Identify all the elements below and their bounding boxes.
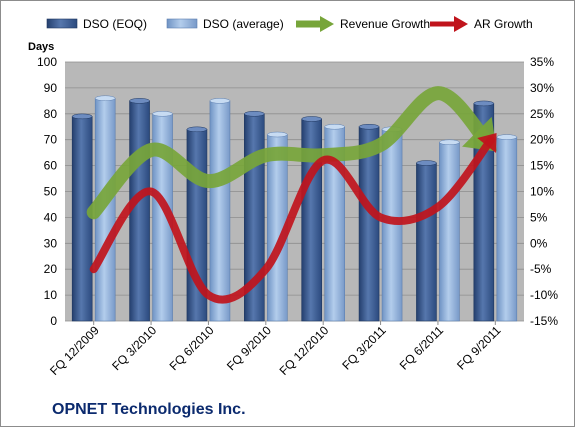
right-tick-label: 5% <box>530 210 548 224</box>
right-tick-label: 20% <box>530 133 554 147</box>
legend-swatch <box>46 18 78 29</box>
left-tick-label: 20 <box>44 262 58 276</box>
right-tick-label: 25% <box>530 107 554 121</box>
legend-ar-growth: AR Growth <box>430 16 533 32</box>
right-tick-label: 35% <box>530 55 554 69</box>
right-axis-ticks: -15% -10% -5% 0% 5% 10% 15% 20% 25% 30% 35% <box>530 55 558 328</box>
left-axis-ticks: 0 10 20 30 40 50 60 70 80 90 100 <box>37 55 57 328</box>
left-tick-label: 0 <box>50 314 57 328</box>
bar-top-dso-average <box>324 124 345 130</box>
left-tick-label: 100 <box>37 55 57 69</box>
right-tick-label: 10% <box>530 185 554 199</box>
bar-top-dso-average <box>152 111 173 117</box>
legend-dso-eoq: DSO (EOQ) <box>46 17 147 31</box>
legend-label: Revenue Growth <box>340 17 430 31</box>
legend: DSO (EOQ) DSO (average) Revenue Growth AR G… <box>46 16 533 32</box>
bar-top-dso-average <box>94 95 116 102</box>
bar-dso-eoq <box>71 116 93 322</box>
line-series-group <box>86 86 497 304</box>
left-tick-label: 80 <box>44 107 58 121</box>
right-tick-label: 0% <box>530 236 548 250</box>
legend-arrow-head <box>454 16 468 32</box>
right-tick-label: 30% <box>530 81 554 95</box>
left-tick-label: 10 <box>44 288 58 302</box>
bar-dso-average <box>209 100 231 322</box>
ar-growth-arrowhead <box>477 132 497 153</box>
bar-top-dso-eoq <box>244 111 265 117</box>
legend-revenue-growth: Revenue Growth <box>296 16 430 32</box>
legend-arrow-head <box>320 16 334 32</box>
legend-label: AR Growth <box>474 17 533 31</box>
bar-top-dso-average <box>209 98 231 104</box>
left-tick-label: 60 <box>44 159 58 173</box>
bar-top-dso-eoq <box>129 98 150 104</box>
right-tick-label: -10% <box>530 288 558 302</box>
bar-top-dso-eoq <box>358 124 380 130</box>
company-name: OPNET Technologies Inc. <box>52 401 246 418</box>
right-tick-label: 15% <box>530 159 554 173</box>
left-axis-title: Days <box>28 41 54 53</box>
left-tick-label: 70 <box>44 133 58 147</box>
bar-dso-average <box>496 136 518 322</box>
bar-dso-eoq <box>416 162 437 322</box>
bar-dso-average <box>381 129 403 322</box>
legend-label: DSO (average) <box>203 17 284 31</box>
right-tick-label: -5% <box>530 262 552 276</box>
bar-top-dso-eoq <box>71 113 93 120</box>
left-tick-label: 40 <box>44 210 58 224</box>
bar-top-dso-average <box>267 131 288 138</box>
bar-dso-eoq <box>129 100 150 322</box>
legend-dso-average: DSO (average) <box>166 17 284 31</box>
revenue-growth-line <box>86 86 494 220</box>
bar-top-dso-eoq <box>301 116 322 122</box>
ar-growth-line <box>89 136 495 304</box>
bar-top-dso-average <box>439 139 460 146</box>
left-tick-label: 50 <box>44 185 58 199</box>
legend-swatch <box>166 18 198 29</box>
left-tick-label: 30 <box>44 236 58 250</box>
right-tick-label: -15% <box>530 314 558 328</box>
bar-top-dso-eoq <box>473 100 495 107</box>
left-tick-label: 90 <box>44 81 58 95</box>
bar-top-dso-eoq <box>186 126 208 133</box>
bar-top-dso-eoq <box>416 160 437 166</box>
bar-dso-average <box>439 141 460 322</box>
legend-label: DSO (EOQ) <box>83 17 147 31</box>
bar-top-dso-average <box>496 134 518 140</box>
